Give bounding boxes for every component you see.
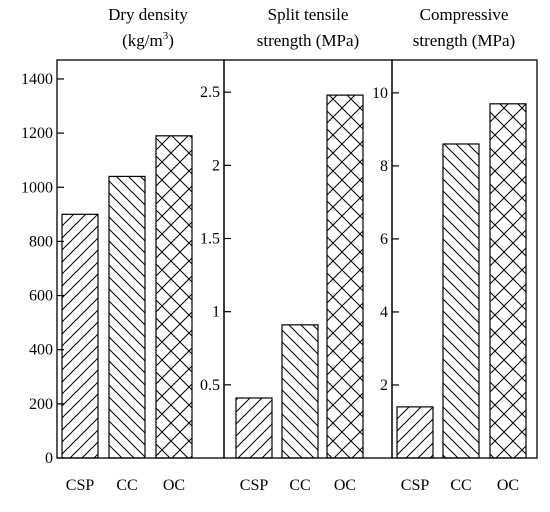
x-category-label: OC — [497, 477, 519, 494]
y-tick-label: 1400 — [21, 71, 53, 88]
y-tick-label: 600 — [29, 288, 53, 305]
y-tick-label: 800 — [29, 233, 53, 250]
bar-cc — [281, 324, 319, 459]
y-tick-label: 400 — [29, 342, 53, 359]
bar-csp — [61, 213, 99, 459]
chart-title-line-1: Split tensile — [268, 5, 349, 24]
y-tick-label: 200 — [29, 396, 53, 413]
y-tick-label: 6 — [380, 231, 388, 248]
y-tick-label: 2 — [212, 157, 220, 174]
y-tick-label: 1.5 — [200, 231, 220, 248]
x-category-label: CSP — [401, 477, 430, 494]
y-tick-label: 1200 — [21, 125, 53, 142]
y-tick-label: 8 — [380, 158, 388, 175]
chart-panel-2: Split tensile strength (MPa) 0.5 1 1.5 2 2.5 CS… — [200, 5, 393, 494]
chart-title-line-2: strength (MPa) — [413, 31, 515, 50]
x-category-label: CC — [116, 477, 137, 494]
bar-csp — [396, 406, 434, 459]
x-category-label: OC — [163, 477, 185, 494]
bar-csp — [235, 397, 273, 459]
y-tick-label: 10 — [372, 85, 388, 102]
bar-oc — [326, 94, 364, 459]
chart-panel-1: Dry density (kg/m3) 0 200 400 600 800 1000 1200 1… — [21, 5, 225, 494]
y-tick-label: 4 — [380, 304, 388, 321]
y-tick-label: 2 — [380, 377, 388, 394]
x-category-label: CC — [289, 477, 310, 494]
y-tick-label: 2.5 — [200, 84, 220, 101]
y-tick-label: 0.5 — [200, 377, 220, 394]
y-tick-label: 0 — [45, 450, 53, 467]
bar-cc — [442, 143, 480, 459]
x-category-label: OC — [334, 477, 356, 494]
chart-panel-3: Compressive strength (MPa) 2 4 6 8 10 CSP CC OC — [372, 5, 538, 494]
chart-title-line-2: strength (MPa) — [257, 31, 359, 50]
bar-cc — [108, 175, 146, 459]
chart-title-line-1: Dry density — [108, 5, 188, 24]
chart-title-line-1: Compressive — [420, 5, 509, 24]
chart-title-line-2: (kg/m3) — [122, 30, 174, 50]
y-tick-label: 1 — [212, 304, 220, 321]
bar-oc — [155, 135, 193, 459]
x-category-label: CSP — [240, 477, 269, 494]
bar-oc — [489, 103, 527, 459]
x-category-label: CC — [450, 477, 471, 494]
y-tick-label: 1000 — [21, 179, 53, 196]
x-category-label: CSP — [66, 477, 95, 494]
